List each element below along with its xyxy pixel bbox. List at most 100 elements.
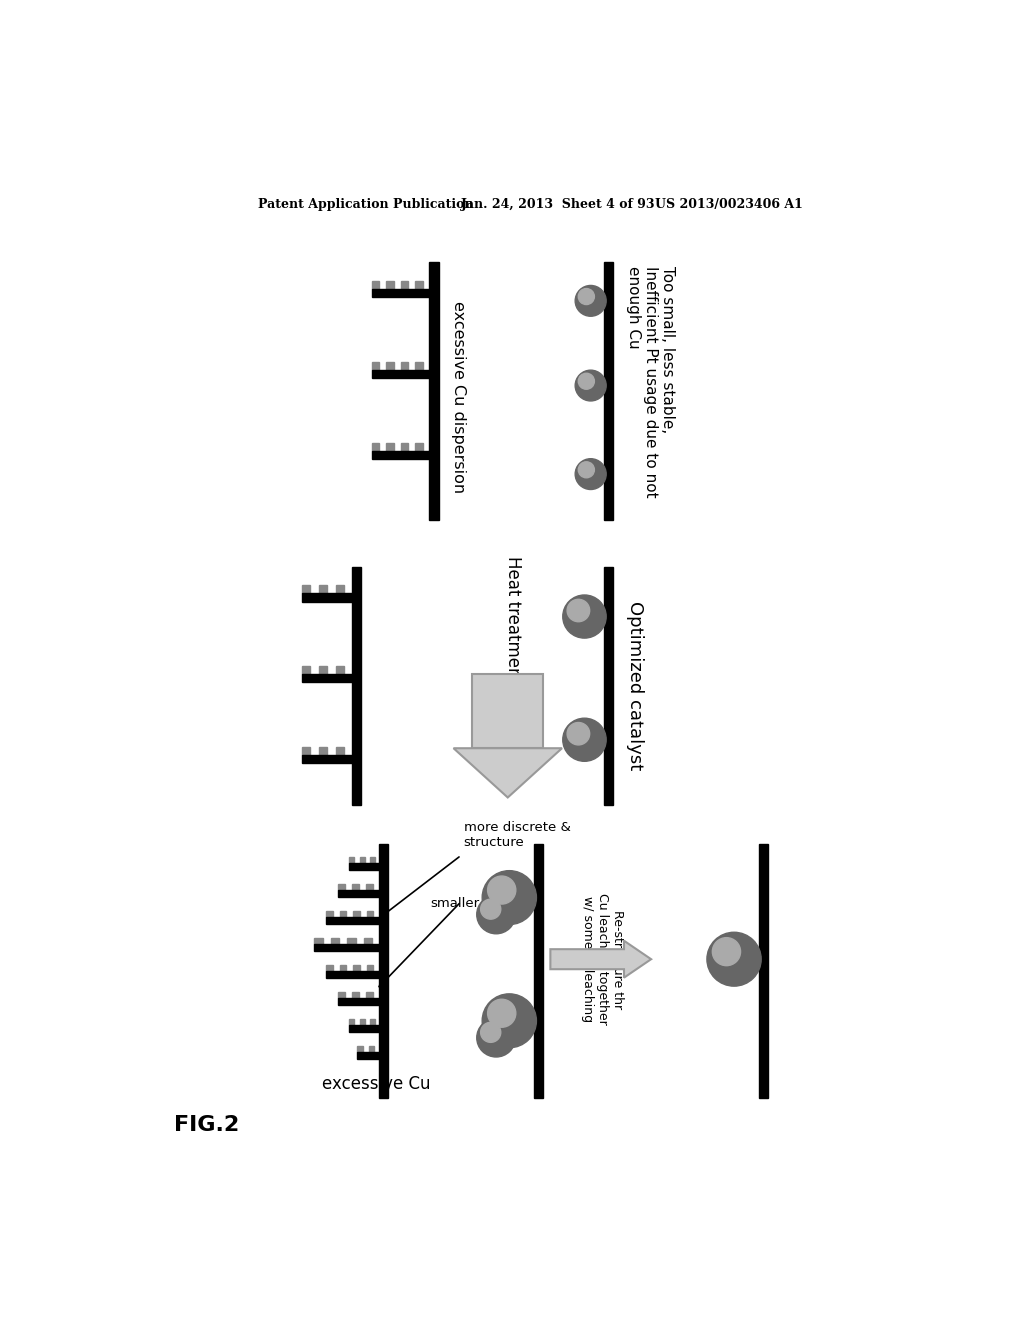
Bar [366, 884, 373, 890]
Bar [318, 667, 328, 675]
Bar [357, 1045, 362, 1052]
Text: excessive Cu: excessive Cu [322, 1074, 430, 1093]
Bar [338, 890, 380, 898]
Bar [386, 281, 393, 289]
Circle shape [575, 370, 606, 401]
Circle shape [575, 459, 606, 490]
Circle shape [579, 462, 594, 478]
Bar [372, 362, 379, 370]
Bar [416, 444, 423, 450]
Circle shape [567, 599, 590, 622]
Bar [326, 911, 333, 917]
Bar [338, 884, 345, 890]
Bar [370, 1019, 375, 1026]
Circle shape [482, 871, 537, 924]
Text: Heat treatment: Heat treatment [504, 557, 522, 684]
Circle shape [563, 718, 606, 762]
Bar [302, 675, 352, 682]
Bar [331, 939, 339, 944]
Bar [352, 884, 359, 890]
Bar [347, 939, 355, 944]
Circle shape [487, 876, 516, 904]
Text: US 2013/0023406 A1: US 2013/0023406 A1 [655, 198, 803, 211]
Bar [302, 755, 352, 763]
Bar [340, 911, 346, 917]
Bar [302, 593, 352, 602]
Bar [372, 281, 379, 289]
Bar [429, 263, 438, 520]
Bar [349, 1026, 380, 1032]
Bar [759, 843, 768, 1098]
Bar [372, 289, 430, 297]
Circle shape [487, 999, 516, 1027]
Circle shape [477, 895, 515, 933]
Bar [338, 998, 380, 1005]
Bar [326, 917, 380, 924]
Bar [340, 965, 346, 972]
Bar [302, 667, 310, 675]
Circle shape [713, 937, 740, 966]
Bar [367, 911, 374, 917]
Text: more discrete &
structure: more discrete & structure [464, 821, 570, 849]
Text: Too small, less stable,
Inefficient Pt usage due to not
enough Cu: Too small, less stable, Inefficient Pt u… [626, 265, 676, 498]
Circle shape [477, 1019, 515, 1057]
Circle shape [563, 595, 606, 638]
Text: smaller: smaller [430, 898, 479, 911]
Text: excessive Cu dispersion: excessive Cu dispersion [452, 301, 466, 494]
Bar [604, 566, 613, 805]
Circle shape [567, 722, 590, 744]
Text: Optimized catalyst: Optimized catalyst [626, 601, 643, 771]
Bar [369, 1045, 375, 1052]
Bar [314, 939, 323, 944]
Bar [314, 944, 380, 952]
Bar [400, 444, 409, 450]
Bar [336, 747, 344, 755]
Bar [318, 747, 328, 755]
Circle shape [707, 932, 761, 986]
Text: Re-structure thr
Cu leaching together
w/ some Pt leaching: Re-structure thr Cu leaching together w/… [581, 894, 624, 1026]
Bar [372, 450, 430, 459]
Circle shape [480, 899, 501, 919]
Text: Patent Application Publication: Patent Application Publication [258, 198, 474, 211]
Bar [352, 566, 361, 805]
Bar [372, 370, 430, 379]
Bar [604, 263, 613, 520]
Bar [357, 1052, 380, 1059]
Bar [400, 362, 409, 370]
Bar [386, 362, 393, 370]
Bar [416, 281, 423, 289]
Bar [349, 857, 354, 863]
Bar [367, 965, 374, 972]
Bar [372, 444, 379, 450]
Bar [326, 965, 333, 972]
Bar [379, 843, 388, 1098]
Circle shape [579, 289, 594, 305]
Bar [366, 991, 373, 998]
Text: Jan. 24, 2013  Sheet 4 of 93: Jan. 24, 2013 Sheet 4 of 93 [461, 198, 655, 211]
Bar [359, 1019, 365, 1026]
Bar [302, 747, 310, 755]
Bar [326, 972, 380, 978]
Circle shape [480, 1022, 501, 1043]
Bar [336, 586, 344, 593]
Bar [336, 667, 344, 675]
Bar [349, 1019, 354, 1026]
Bar [535, 843, 544, 1098]
Bar [338, 991, 345, 998]
Bar [302, 586, 310, 593]
Polygon shape [454, 748, 562, 797]
Bar [370, 857, 375, 863]
Bar [318, 586, 328, 593]
FancyArrow shape [550, 941, 651, 978]
Bar [400, 281, 409, 289]
Bar [416, 362, 423, 370]
Text: FIG.2: FIG.2 [174, 1115, 240, 1135]
Bar [359, 857, 365, 863]
Bar [353, 911, 359, 917]
Bar [353, 965, 359, 972]
Circle shape [579, 374, 594, 389]
Circle shape [575, 285, 606, 317]
Bar [386, 444, 393, 450]
Bar [364, 939, 372, 944]
Bar [352, 991, 359, 998]
